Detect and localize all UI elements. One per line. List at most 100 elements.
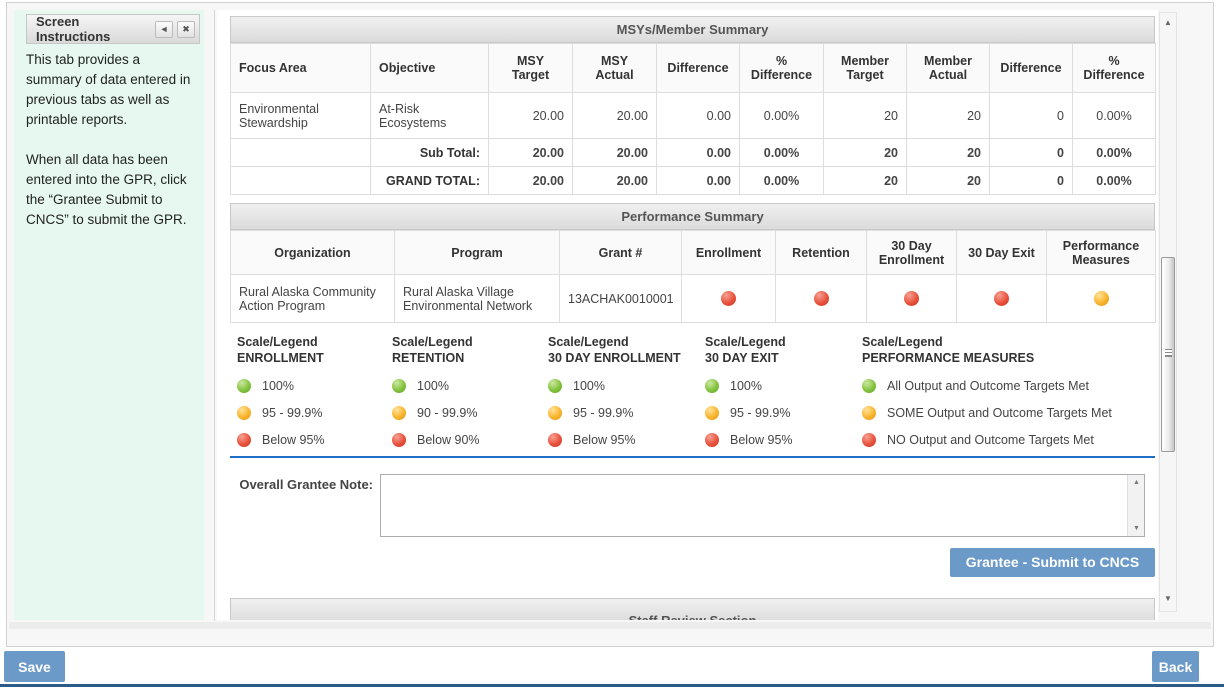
overall-grantee-note-row: Overall Grantee Note: ▲ ▼ (230, 474, 1155, 537)
legend-subtitle: ENROLLMENT (237, 351, 324, 365)
status-dot (994, 291, 1009, 307)
status-dot (813, 291, 829, 307)
panel-splitter[interactable] (214, 10, 215, 621)
overall-grantee-note-label: Overall Grantee Note: (239, 477, 373, 492)
column-header: Member Actual (906, 43, 990, 93)
legend-item-label: Below 90% (417, 433, 480, 447)
scroll-down-icon[interactable]: ▼ (1164, 594, 1172, 603)
grand-total-value: 0.00 (656, 166, 740, 195)
msy-summary-table: Focus Area Objective MSY Target MSY Actu… (230, 43, 1156, 195)
screen-instructions-panel: Screen Instructions ◄ ✖ This tab provide… (14, 10, 204, 620)
performance-status-cell (1046, 274, 1156, 323)
screen-instructions-header: Screen Instructions ◄ ✖ (26, 14, 200, 44)
legend-item: 95 - 99.9% (237, 406, 385, 420)
sub-total-label: Sub Total: (370, 138, 489, 167)
legend-title: Scale/Legend (862, 335, 943, 349)
sub-total-value: 0 (989, 138, 1073, 167)
status-dot (862, 433, 876, 447)
column-header: Retention (775, 230, 867, 275)
column-header: MSY Actual (572, 43, 657, 93)
page-frame: Screen Instructions ◄ ✖ This tab provide… (6, 2, 1214, 647)
close-icon[interactable]: ✖ (177, 20, 195, 38)
status-dot (237, 379, 251, 393)
enrollment30-status-cell (866, 274, 957, 323)
column-header: Difference (989, 43, 1073, 93)
scroll-up-icon[interactable]: ▲ (1133, 479, 1140, 486)
overall-grantee-note-box: ▲ ▼ (380, 474, 1145, 537)
legend-subtitle: RETENTION (392, 351, 465, 365)
horizontal-scrollbar-track[interactable] (9, 622, 1211, 629)
legend-item: 100% (548, 379, 698, 393)
grant-number-cell: 13ACHAK0010001 (559, 274, 682, 323)
legend-item: 100% (237, 379, 385, 393)
sub-total-value: 0.00% (1072, 138, 1156, 167)
scrollbar-grip-icon (1165, 349, 1172, 357)
grand-total-value: 20.00 (572, 166, 657, 195)
status-dot (392, 406, 406, 420)
status-dot (862, 406, 876, 420)
performance-header-row: Organization Program Grant # Enrollment … (230, 230, 1156, 275)
scroll-down-icon[interactable]: ▼ (1133, 525, 1140, 532)
legend-item-label: 100% (730, 379, 762, 393)
legend-item-label: 95 - 99.9% (573, 406, 634, 420)
member-difference-cell: 0 (989, 92, 1073, 139)
textarea-scrollbar[interactable]: ▲ ▼ (1127, 475, 1144, 536)
column-header: 30 Day Exit (956, 230, 1047, 275)
legend-subtitle: PERFORMANCE MEASURES (862, 351, 1035, 365)
legend-item: NO Output and Outcome Targets Met (862, 433, 1155, 447)
legend-subtitle: 30 DAY ENROLLMENT (548, 351, 681, 365)
objective-cell: At-Risk Ecosystems (370, 92, 489, 139)
save-button[interactable]: Save (4, 651, 65, 682)
legend-item-label: All Output and Outcome Targets Met (887, 379, 1089, 393)
status-dot (705, 406, 719, 420)
instructions-paragraph: This tab provides a summary of data ente… (26, 52, 191, 127)
status-dot (705, 433, 719, 447)
column-header: Program (394, 230, 560, 275)
legend-item-label: Below 95% (730, 433, 793, 447)
status-dot (705, 379, 719, 393)
main-content-area: MSYs/Member Summary Focus Area Objective… (217, 10, 1158, 620)
status-dot (237, 406, 251, 420)
status-dot (721, 291, 736, 307)
status-dot (862, 379, 876, 393)
vertical-scrollbar[interactable]: ▲ ▼ (1159, 12, 1177, 612)
screen-instructions-body: This tab provides a summary of data ente… (26, 50, 194, 250)
collapse-left-icon[interactable]: ◄ (155, 20, 173, 38)
instructions-paragraph: When all data has been entered into the … (26, 152, 187, 227)
legend-retention: Scale/Legend RETENTION 100% 90 - 99.9% B… (385, 334, 541, 447)
grand-total-value: 20.00 (488, 166, 573, 195)
screen-instructions-title: Screen Instructions (36, 14, 111, 44)
member-target-cell: 20 (823, 92, 907, 139)
msy-summary-title: MSYs/Member Summary (230, 16, 1155, 43)
grand-total-row: GRAND TOTAL: 20.00 20.00 0.00 0.00% 20 2… (230, 166, 1156, 195)
back-button[interactable]: Back (1152, 651, 1199, 682)
column-header: Member Target (823, 43, 907, 93)
enrollment-status-cell (681, 274, 776, 323)
program-cell: Rural Alaska Village Environmental Netwo… (394, 274, 560, 323)
legend-item: Below 90% (392, 433, 541, 447)
status-dot (392, 379, 406, 393)
legend-item: All Output and Outcome Targets Met (862, 379, 1155, 393)
legend-item: 95 - 99.9% (705, 406, 855, 420)
column-header: Organization (230, 230, 395, 275)
exit30-status-cell (956, 274, 1047, 323)
section-divider (230, 456, 1155, 458)
scrollbar-thumb[interactable] (1161, 257, 1175, 452)
status-dot (392, 433, 406, 447)
legend-item: 100% (392, 379, 541, 393)
scroll-up-icon[interactable]: ▲ (1164, 18, 1172, 27)
difference-cell: 0.00 (656, 92, 740, 139)
column-header: % Difference (739, 43, 824, 93)
legend-item-label: 95 - 99.9% (262, 406, 323, 420)
legend-item-label: SOME Output and Outcome Targets Met (887, 406, 1112, 420)
legend-item-label: 100% (573, 379, 605, 393)
legend-performance-measures: Scale/Legend PERFORMANCE MEASURES All Ou… (855, 334, 1155, 447)
grand-total-value: 20 (823, 166, 907, 195)
grantee-submit-button[interactable]: Grantee - Submit to CNCS (950, 548, 1155, 577)
legend-item-label: 95 - 99.9% (730, 406, 791, 420)
grand-total-value: 0.00% (1072, 166, 1156, 195)
overall-grantee-note-input[interactable] (381, 475, 1127, 536)
grand-total-value: 20 (906, 166, 990, 195)
sub-total-value: 20.00 (572, 138, 657, 167)
scale-legend-section: Scale/Legend ENROLLMENT 100% 95 - 99.9% … (230, 334, 1155, 447)
